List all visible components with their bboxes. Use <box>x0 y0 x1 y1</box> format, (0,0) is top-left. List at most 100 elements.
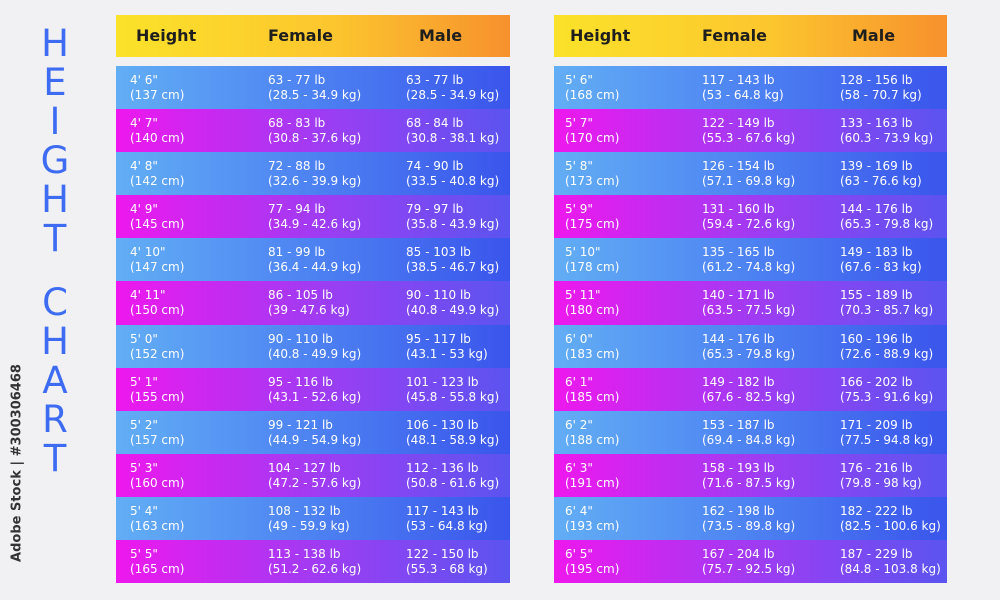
height-cell-secondary: (163 cm) <box>130 518 185 533</box>
table-row: 4' 6" (137 cm) 63 - 77 lb (28.5 - 34.9 kg) 6… <box>116 66 510 110</box>
female-cell: 86 - 105 lb (39 - 47.6 kg) <box>268 288 350 318</box>
male-cell: 74 - 90 lb (33.5 - 40.8 kg) <box>406 159 499 189</box>
height-cell-primary: 5' 11" <box>565 288 601 303</box>
female-cell: 117 - 143 lb (53 - 64.8 kg) <box>702 73 784 103</box>
female-cell-primary: 126 - 154 lb <box>702 159 775 174</box>
female-cell: 63 - 77 lb (28.5 - 34.9 kg) <box>268 73 361 103</box>
table-row: 5' 6" (168 cm) 117 - 143 lb (53 - 64.8 kg) 1… <box>554 66 947 110</box>
male-cell: 144 - 176 lb (65.3 - 79.8 kg) <box>840 202 933 232</box>
height-cell-primary: 5' 3" <box>130 460 158 475</box>
female-cell-primary: 99 - 121 lb <box>268 417 333 432</box>
height-cell-primary: 5' 10" <box>565 245 601 260</box>
table-row: 5' 8" (173 cm) 126 - 154 lb (57.1 - 69.8 kg… <box>554 152 947 196</box>
height-cell-primary: 6' 3" <box>565 460 593 475</box>
height-cell: 4' 10" (147 cm) <box>130 245 184 275</box>
male-cell-secondary: (35.8 - 43.9 kg) <box>406 217 500 232</box>
male-cell: 187 - 229 lb (84.8 - 103.8 kg) <box>840 547 941 577</box>
female-cell-secondary: (43.1 - 52.6 kg) <box>268 389 362 404</box>
title-letter: H <box>41 320 69 363</box>
height-cell-secondary: (142 cm) <box>130 174 185 189</box>
height-cell-primary: 4' 7" <box>130 116 158 131</box>
height-cell: 5' 2" (157 cm) <box>130 418 184 448</box>
height-cell: 4' 8" (142 cm) <box>130 159 184 189</box>
title-letter: E <box>43 61 67 104</box>
height-cell-secondary: (165 cm) <box>130 562 185 577</box>
height-cell: 5' 4" (163 cm) <box>130 504 184 534</box>
height-cell: 5' 10" (178 cm) <box>565 245 619 275</box>
male-cell-secondary: (75.3 - 91.6 kg) <box>840 389 934 404</box>
male-cell-secondary: (50.8 - 61.6 kg) <box>406 475 500 490</box>
male-cell-secondary: (77.5 - 94.8 kg) <box>840 432 934 447</box>
table-row: 4' 11" (150 cm) 86 - 105 lb (39 - 47.6 kg) 9… <box>116 281 510 325</box>
table-row: 6' 4" (193 cm) 162 - 198 lb (73.5 - 89.8 kg… <box>554 496 947 541</box>
table-row: 5' 2" (157 cm) 99 - 121 lb (44.9 - 54.9 kg)… <box>116 410 510 454</box>
height-cell-secondary: (195 cm) <box>565 562 620 577</box>
male-cell-primary: 139 - 169 lb <box>840 159 913 174</box>
male-cell: 149 - 183 lb (67.6 - 83 kg) <box>840 245 922 275</box>
table-row: 6' 3" (191 cm) 158 - 193 lb (71.6 - 87.5 kg… <box>554 453 947 497</box>
height-cell-primary: 5' 4" <box>130 503 158 518</box>
female-cell: 113 - 138 lb (51.2 - 62.6 kg) <box>268 547 361 577</box>
male-cell-secondary: (28.5 - 34.9 kg) <box>406 88 500 102</box>
female-cell-secondary: (67.6 - 82.5 kg) <box>702 389 796 404</box>
male-cell-secondary: (55.3 - 68 kg) <box>406 562 488 577</box>
male-cell-secondary: (79.8 - 98 kg) <box>840 475 922 490</box>
height-cell-primary: 5' 2" <box>130 417 158 432</box>
height-cell-secondary: (147 cm) <box>130 260 185 275</box>
title-letter: H <box>41 178 69 221</box>
height-cell: 6' 2" (188 cm) <box>565 418 619 448</box>
female-cell: 104 - 127 lb (47.2 - 57.6 kg) <box>268 461 361 491</box>
table-row: 5' 7" (170 cm) 122 - 149 lb (55.3 - 67.6 kg… <box>554 109 947 153</box>
header-height: Height <box>570 26 631 45</box>
height-cell-primary: 4' 9" <box>130 202 158 217</box>
female-cell-secondary: (61.2 - 74.8 kg) <box>702 260 796 275</box>
female-cell-secondary: (57.1 - 69.8 kg) <box>702 174 796 189</box>
male-cell: 63 - 77 lb (28.5 - 34.9 kg) <box>406 73 499 103</box>
height-cell-primary: 5' 6" <box>565 73 593 87</box>
table-row: 5' 1" (155 cm) 95 - 116 lb (43.1 - 52.6 kg)… <box>116 367 510 411</box>
male-cell-secondary: (63 - 76.6 kg) <box>840 174 922 189</box>
female-cell-primary: 162 - 198 lb <box>702 503 775 518</box>
female-cell: 131 - 160 lb (59.4 - 72.6 kg) <box>702 202 795 232</box>
female-cell-primary: 135 - 165 lb <box>702 245 775 260</box>
height-table-left: Height Female Male 4' 6" (137 cm) 63 - 77 … <box>116 15 510 584</box>
height-cell-secondary: (191 cm) <box>565 475 620 490</box>
male-cell-primary: 155 - 189 lb <box>840 288 913 303</box>
female-cell-primary: 86 - 105 lb <box>268 288 333 303</box>
female-cell: 149 - 182 lb (67.6 - 82.5 kg) <box>702 375 795 405</box>
male-cell-primary: 171 - 209 lb <box>840 417 913 432</box>
table-row: 5' 3" (160 cm) 104 - 127 lb (47.2 - 57.6 kg… <box>116 453 510 497</box>
male-cell-primary: 166 - 202 lb <box>840 374 913 389</box>
male-cell-secondary: (82.5 - 100.6 kg) <box>840 518 941 533</box>
female-cell: 77 - 94 lb (34.9 - 42.6 kg) <box>268 202 361 232</box>
male-cell-secondary: (72.6 - 88.9 kg) <box>840 346 934 361</box>
female-cell-primary: 63 - 77 lb <box>268 73 326 87</box>
height-cell-primary: 5' 7" <box>565 116 593 131</box>
height-cell-primary: 5' 5" <box>130 547 158 562</box>
height-cell-secondary: (157 cm) <box>130 432 185 447</box>
height-cell-primary: 6' 5" <box>565 547 593 562</box>
male-cell: 133 - 163 lb (60.3 - 73.9 kg) <box>840 116 933 146</box>
table-row: 5' 0" (152 cm) 90 - 110 lb (40.8 - 49.9 kg)… <box>116 324 510 368</box>
height-cell: 5' 6" (168 cm) <box>565 73 619 103</box>
female-cell-secondary: (49 - 59.9 kg) <box>268 518 350 533</box>
height-cell-secondary: (140 cm) <box>130 131 185 146</box>
male-cell-primary: 160 - 196 lb <box>840 331 913 346</box>
table-row: 4' 7" (140 cm) 68 - 83 lb (30.8 - 37.6 kg) 6… <box>116 109 510 153</box>
female-cell: 108 - 132 lb (49 - 59.9 kg) <box>268 504 350 534</box>
female-cell: 81 - 99 lb (36.4 - 44.9 kg) <box>268 245 361 275</box>
height-cell: 5' 1" (155 cm) <box>130 375 184 405</box>
height-cell-primary: 5' 1" <box>130 374 158 389</box>
male-cell-primary: 133 - 163 lb <box>840 116 913 131</box>
male-cell-primary: 117 - 143 lb <box>406 503 479 518</box>
table-body: 5' 6" (168 cm) 117 - 143 lb (53 - 64.8 kg) 1… <box>554 66 947 584</box>
male-cell-primary: 63 - 77 lb <box>406 73 464 87</box>
table-row: 6' 0" (183 cm) 144 - 176 lb (65.3 - 79.8 kg… <box>554 324 947 368</box>
male-cell: 176 - 216 lb (79.8 - 98 kg) <box>840 461 922 491</box>
height-cell-secondary: (152 cm) <box>130 346 185 361</box>
female-cell-secondary: (63.5 - 77.5 kg) <box>702 303 796 318</box>
height-cell-primary: 6' 1" <box>565 374 593 389</box>
female-cell-primary: 122 - 149 lb <box>702 116 775 131</box>
male-cell-primary: 112 - 136 lb <box>406 460 479 475</box>
